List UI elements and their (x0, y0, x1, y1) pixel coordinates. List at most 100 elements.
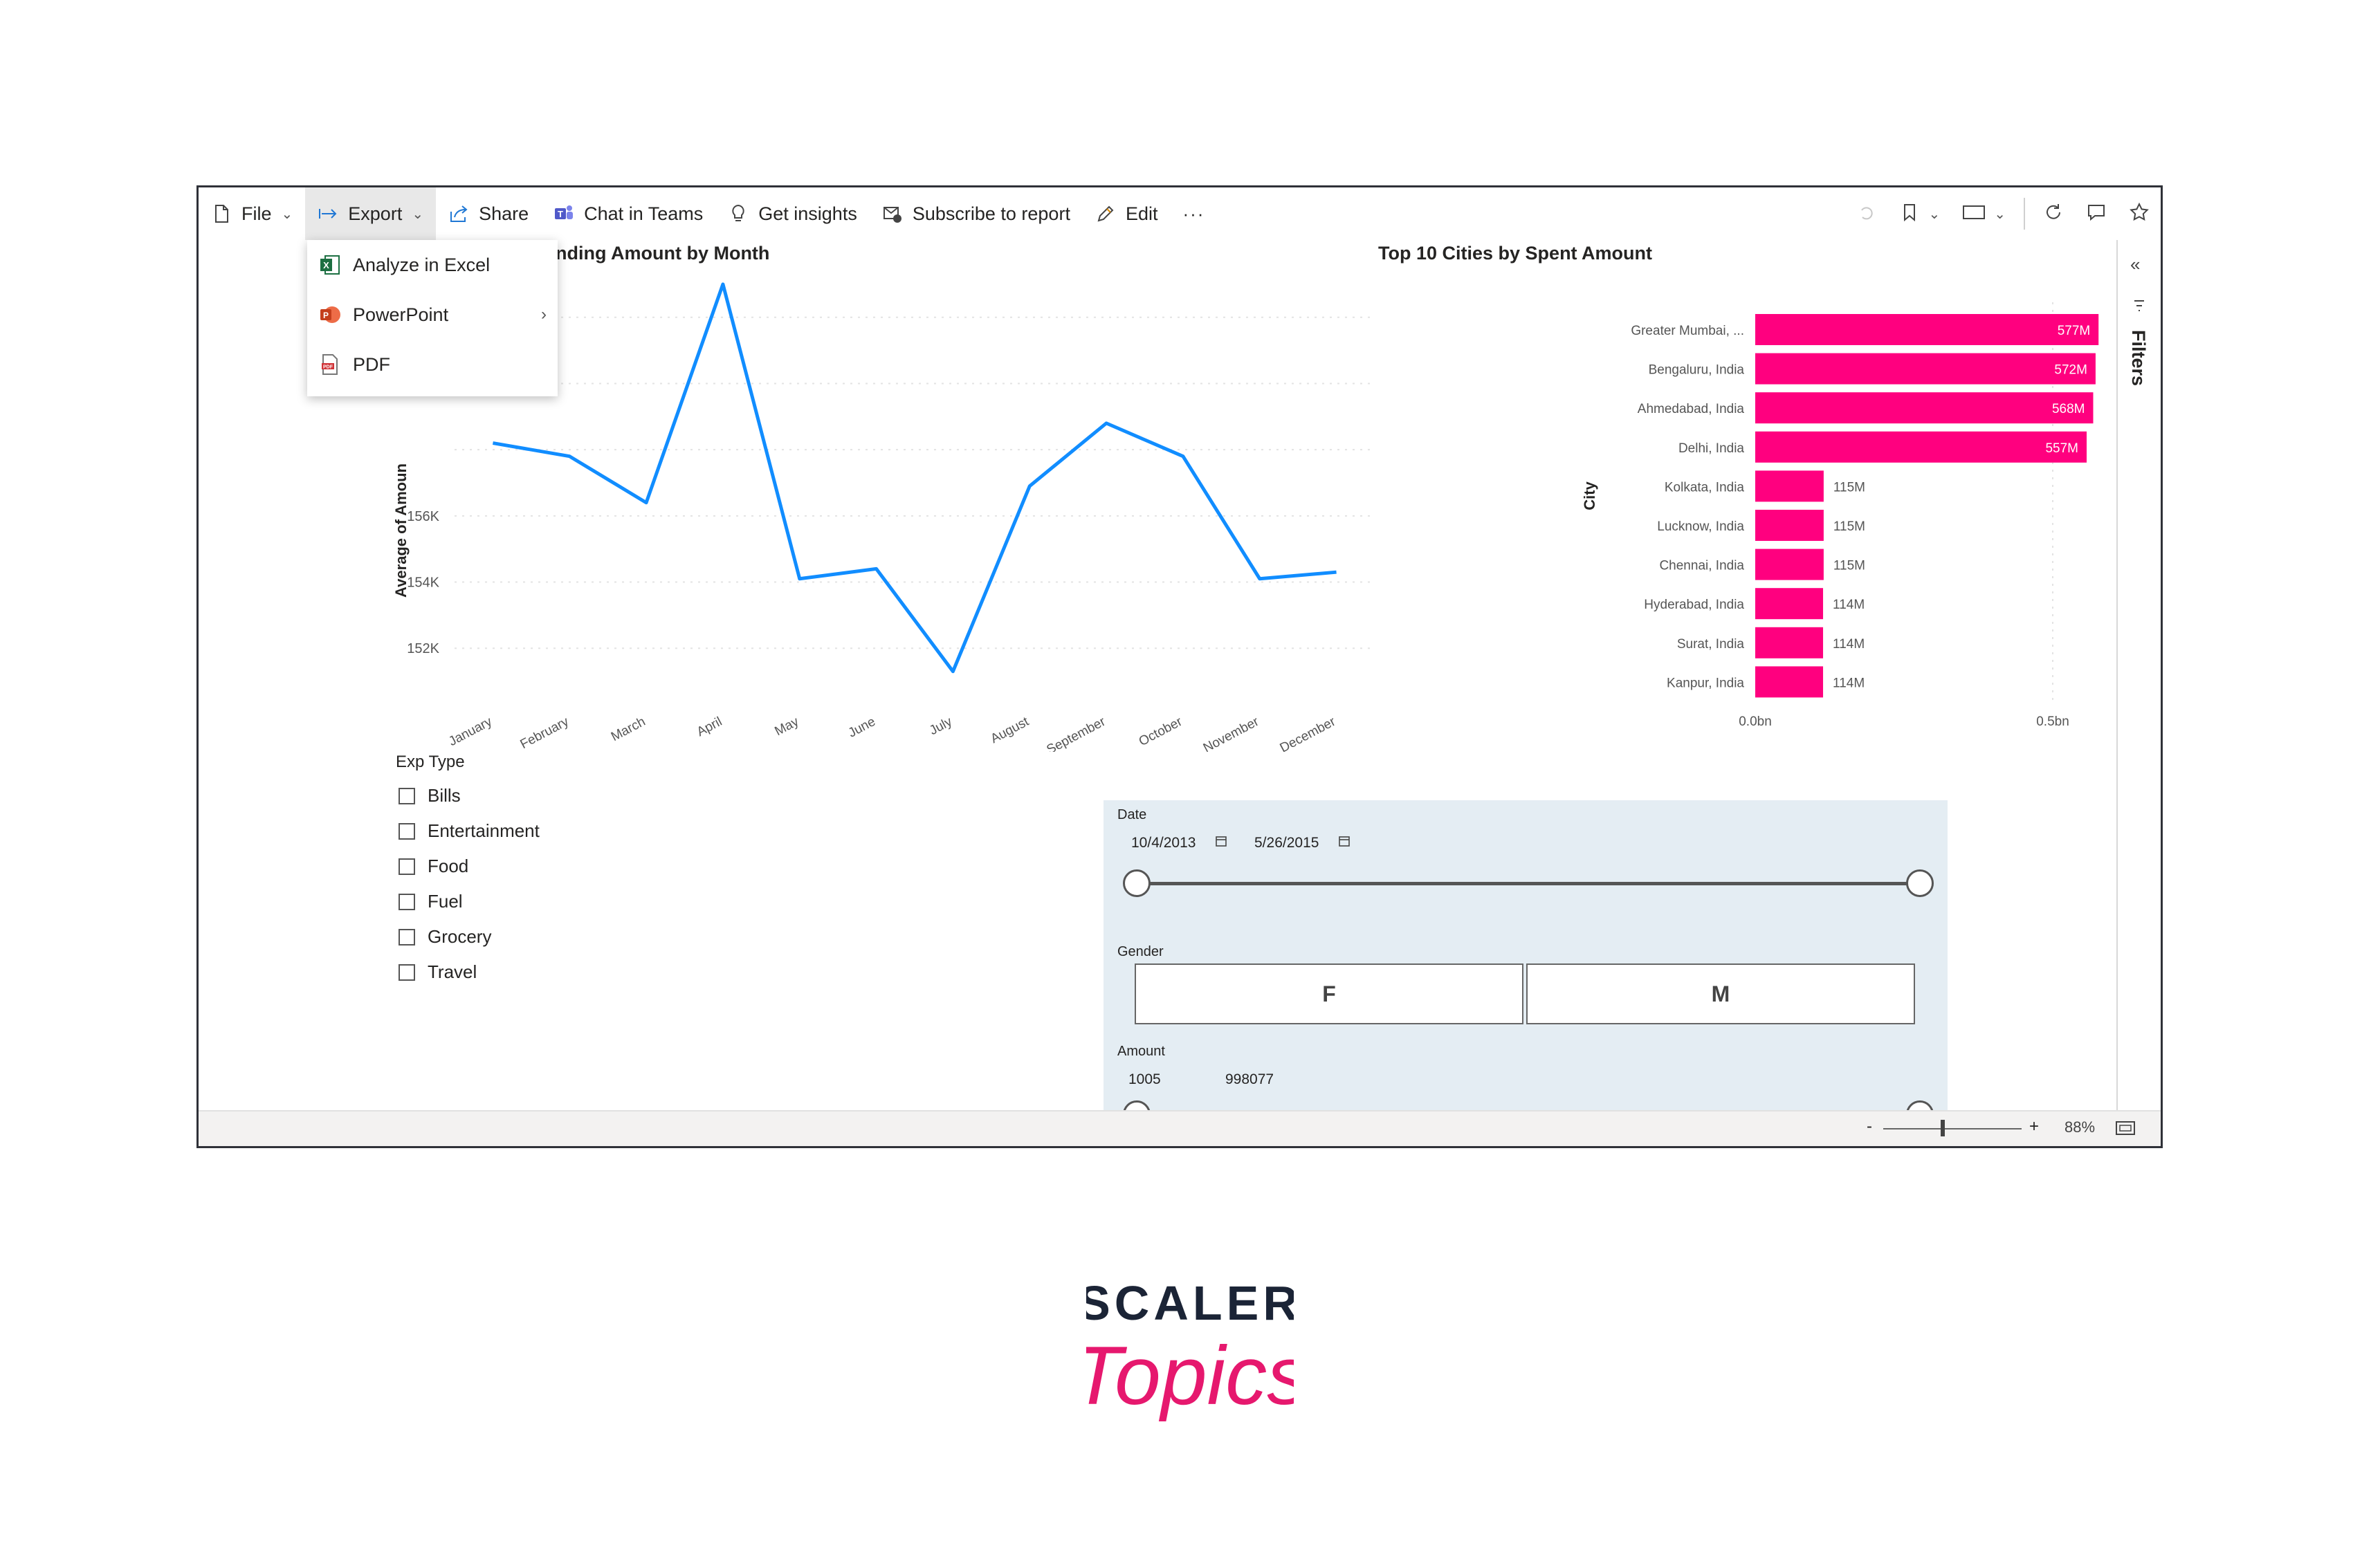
y-tick-label: Chennai, India (1659, 559, 1744, 573)
refresh-icon (2043, 202, 2064, 226)
zoom-slider-handle[interactable] (1941, 1120, 1945, 1136)
y-tick-label: Surat, India (1677, 637, 1745, 652)
exp-type-option-entertainment[interactable]: Entertainment (399, 820, 540, 842)
report-window: File ⌄ Export ⌄ Share T Chat in Teams (196, 185, 2163, 1148)
toolbar-divider (2024, 198, 2025, 230)
export-icon (318, 203, 338, 224)
gender-option-f[interactable]: F (1135, 963, 1523, 1024)
reset-button[interactable] (1845, 187, 1888, 240)
date-slicer-title: Date (1117, 807, 1147, 822)
exp-type-option-bills[interactable]: Bills (399, 785, 461, 806)
filters-label: Filters (2128, 330, 2149, 387)
date-slider-track[interactable] (1138, 882, 1920, 885)
exp-type-slicer-title: Exp Type (396, 753, 465, 771)
x-tick-label: May (773, 714, 802, 739)
edit-button[interactable]: Edit (1083, 187, 1171, 240)
subscribe-button[interactable]: Subscribe to report (870, 187, 1083, 240)
checkbox[interactable] (399, 963, 415, 981)
date-end-input[interactable]: 5/26/2015 (1254, 835, 1351, 851)
calendar-icon[interactable] (1215, 835, 1227, 851)
data-label: 568M (2052, 402, 2085, 416)
bar (1755, 666, 1824, 698)
toolbar-right: ⌄ ⌄ (1845, 187, 2161, 240)
file-icon (211, 203, 232, 224)
excel-icon: X (318, 253, 342, 277)
pdf-icon: PDF (318, 353, 342, 376)
exp-type-option-grocery[interactable]: Grocery (399, 926, 491, 948)
export-menu-button[interactable]: Export ⌄ (305, 187, 437, 240)
logo-line-1: SCALER (1086, 1276, 1294, 1330)
chevron-down-icon: ⌄ (1928, 206, 1941, 222)
exp-type-label: Travel (428, 961, 477, 982)
checkbox[interactable] (399, 893, 415, 910)
bar (1755, 353, 2096, 385)
x-tick-label: June (846, 714, 878, 741)
bookmark-button[interactable]: ⌄ (1888, 187, 1951, 240)
bar-chart-title: Top 10 Cities by Spent Amount (1378, 243, 1653, 264)
chat-in-teams-label: Chat in Teams (584, 203, 704, 224)
collapse-double-chevron-icon[interactable]: « (2130, 254, 2141, 275)
calendar-icon[interactable] (1338, 835, 1351, 851)
y-axis-title: City (1581, 481, 1598, 510)
data-label: 115M (1833, 519, 1865, 534)
chevron-down-icon: ⌄ (1994, 206, 2006, 222)
exp-type-option-travel[interactable]: Travel (399, 961, 477, 983)
x-tick-label: April (695, 714, 724, 739)
favorite-button[interactable] (2118, 187, 2161, 240)
checkbox[interactable] (399, 858, 415, 875)
logo-line-2: Topics (1086, 1329, 1294, 1422)
menu-item-label: Analyze in Excel (353, 254, 491, 275)
checkbox[interactable] (399, 787, 415, 804)
get-insights-button[interactable]: Get insights (715, 187, 870, 240)
chat-in-teams-button[interactable]: T Chat in Teams (541, 187, 715, 240)
date-slider-start-handle[interactable] (1123, 869, 1151, 897)
exp-type-option-fuel[interactable]: Fuel (399, 891, 463, 912)
zoom-slider-track[interactable] (1883, 1128, 2022, 1129)
zoom-out-button[interactable]: - (1867, 1117, 1872, 1136)
checkbox[interactable] (399, 822, 415, 840)
menu-item-powerpoint[interactable]: P PowerPoint › (307, 290, 558, 340)
y-axis-title: Average of Amoun (392, 463, 410, 598)
date-start-input[interactable]: 10/4/2013 (1131, 835, 1227, 851)
data-label: 557M (2045, 441, 2078, 456)
bar-chart[interactable]: Greater Mumbai, ... 577M Bengaluru, India 5… (1375, 240, 2122, 752)
bookmark-icon (1899, 202, 1920, 226)
line-series (492, 282, 1337, 674)
line-chart[interactable]: 152K 154K 156K January February March April May… (199, 240, 1375, 752)
bar (1755, 470, 1824, 502)
exp-type-label: Fuel (428, 891, 463, 912)
share-label: Share (479, 203, 529, 224)
y-tick-label: Lucknow, India (1657, 519, 1744, 534)
y-tick-label: Bengaluru, India (1649, 363, 1745, 378)
menu-item-analyze-in-excel[interactable]: X Analyze in Excel (307, 240, 558, 290)
reset-icon (1856, 202, 1877, 226)
checkbox[interactable] (399, 928, 415, 946)
x-tick-label: August (989, 714, 1032, 747)
data-label: 577M (2058, 324, 2091, 338)
x-tick-label: 0.0bn (1739, 714, 1772, 729)
filters-pane[interactable]: « Filters (2116, 240, 2161, 1113)
more-options-button[interactable]: ··· (1170, 187, 1217, 240)
comment-button[interactable] (2075, 187, 2118, 240)
exp-type-option-food[interactable]: Food (399, 856, 468, 877)
subscribe-icon (882, 203, 903, 224)
menu-item-pdf[interactable]: PDF PDF (307, 340, 558, 389)
data-label: 114M (1833, 598, 1865, 612)
svg-text:X: X (323, 260, 329, 270)
x-tick-label: 0.5bn (2036, 714, 2069, 729)
zoom-in-button[interactable]: + (2029, 1117, 2040, 1136)
x-tick-label: January (446, 714, 495, 750)
x-tick-label: December (1278, 714, 1339, 752)
refresh-button[interactable] (2032, 187, 2075, 240)
share-button[interactable]: Share (436, 187, 541, 240)
file-menu-button[interactable]: File ⌄ (199, 187, 305, 240)
view-button[interactable]: ⌄ (1951, 187, 2017, 240)
menu-item-label: PowerPoint (353, 304, 449, 325)
pencil-icon (1095, 203, 1116, 224)
gender-option-m[interactable]: M (1526, 963, 1915, 1024)
fit-to-page-icon[interactable] (2115, 1120, 2136, 1140)
zoom-level: 88% (2064, 1118, 2096, 1136)
date-slider-end-handle[interactable] (1906, 869, 1934, 897)
chevron-down-icon: ⌄ (412, 206, 424, 222)
lightbulb-icon (728, 203, 749, 224)
